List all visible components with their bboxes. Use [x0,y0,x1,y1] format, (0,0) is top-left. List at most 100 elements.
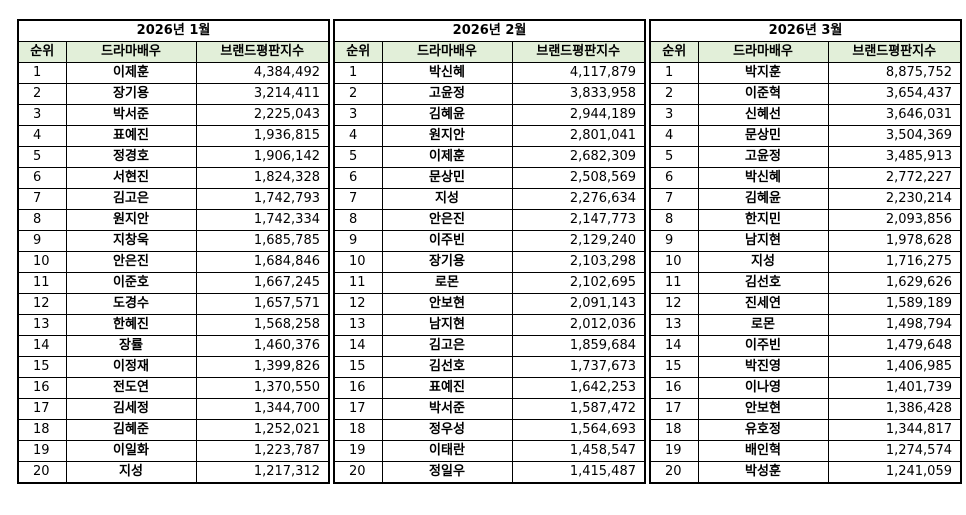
data-row: 2 이준혁 3,654,437 [649,83,962,105]
tables: 2026년 1월 순위 드라마배우 브랜드평판지수 1 이제훈 4,384,492 2 장기용 3… [17,19,962,484]
table-title: 2026년 3월 [649,19,962,42]
brand-score: 1,564,693 [511,419,646,441]
rank: 4 [649,125,699,147]
actor-name: 도경수 [65,293,197,315]
rank: 20 [333,461,383,484]
rank: 5 [649,146,699,168]
rank: 5 [17,146,67,168]
data-row: 15 박진영 1,406,985 [649,356,962,378]
rank: 15 [333,356,383,378]
actor-name: 이제훈 [65,62,197,84]
actor-name: 문상민 [697,125,829,147]
data-row: 16 표예진 1,642,253 [333,377,646,399]
data-row: 11 로몬 2,102,695 [333,272,646,294]
actor-name: 한지민 [697,209,829,231]
brand-score: 1,241,059 [827,461,962,484]
brand-score: 2,225,043 [195,104,330,126]
rank: 16 [649,377,699,399]
data-row: 1 박지훈 8,875,752 [649,62,962,84]
data-row: 2 고윤정 3,833,958 [333,83,646,105]
brand-score: 1,370,550 [195,377,330,399]
brand-score: 2,230,214 [827,188,962,210]
rank: 13 [17,314,67,336]
rank: 16 [333,377,383,399]
actor-name: 안보현 [381,293,513,315]
brand-score: 1,498,794 [827,314,962,336]
column-header: 드라마배우 [697,41,829,63]
brand-score: 1,344,817 [827,419,962,441]
header-row: 순위 드라마배우 브랜드평판지수 [333,41,646,63]
rank: 1 [333,62,383,84]
data-row: 14 이주빈 1,479,648 [649,335,962,357]
rank: 13 [649,314,699,336]
brand-score: 1,642,253 [511,377,646,399]
data-row: 6 서현진 1,824,328 [17,167,330,189]
title-row: 2026년 2월 [333,19,646,42]
actor-name: 박신혜 [697,167,829,189]
data-row: 6 박신혜 2,772,227 [649,167,962,189]
rank: 10 [333,251,383,273]
actor-name: 정일우 [381,461,513,484]
brand-score: 1,479,648 [827,335,962,357]
brand-score: 1,684,846 [195,251,330,273]
data-row: 5 이제훈 2,682,309 [333,146,646,168]
data-row: 12 진세연 1,589,189 [649,293,962,315]
brand-score: 3,646,031 [827,104,962,126]
data-row: 11 이준호 1,667,245 [17,272,330,294]
rank: 11 [333,272,383,294]
actor-name: 이주빈 [697,335,829,357]
title-row: 2026년 3월 [649,19,962,42]
actor-name: 박서준 [381,398,513,420]
brand-score: 2,091,143 [511,293,646,315]
brand-score: 8,875,752 [827,62,962,84]
data-row: 11 김선호 1,629,626 [649,272,962,294]
brand-score: 3,654,437 [827,83,962,105]
data-row: 3 김혜윤 2,944,189 [333,104,646,126]
data-row: 3 박서준 2,225,043 [17,104,330,126]
column-header: 드라마배우 [381,41,513,63]
rank: 12 [17,293,67,315]
brand-score: 2,012,036 [511,314,646,336]
actor-name: 김혜윤 [697,188,829,210]
actor-name: 서현진 [65,167,197,189]
brand-score: 4,384,492 [195,62,330,84]
brand-score: 1,657,571 [195,293,330,315]
brand-score: 3,485,913 [827,146,962,168]
data-row: 10 안은진 1,684,846 [17,251,330,273]
actor-name: 이준호 [65,272,197,294]
brand-score: 2,147,773 [511,209,646,231]
brand-score: 3,833,958 [511,83,646,105]
brand-score: 2,944,189 [511,104,646,126]
rank: 19 [649,440,699,462]
brand-score: 1,401,739 [827,377,962,399]
brand-score: 1,386,428 [827,398,962,420]
actor-name: 박서준 [65,104,197,126]
rank: 12 [333,293,383,315]
rank: 1 [17,62,67,84]
rank: 10 [17,251,67,273]
brand-score: 2,801,041 [511,125,646,147]
rank: 14 [649,335,699,357]
actor-name: 진세연 [697,293,829,315]
brand-score: 1,859,684 [511,335,646,357]
rank: 9 [17,230,67,252]
rank: 6 [649,167,699,189]
rank: 7 [333,188,383,210]
brand-score: 1,737,673 [511,356,646,378]
actor-name: 원지안 [381,125,513,147]
actor-name: 장기용 [381,251,513,273]
data-row: 2 장기용 3,214,411 [17,83,330,105]
column-header: 브랜드평판지수 [511,41,646,63]
data-row: 19 이태란 1,458,547 [333,440,646,462]
actor-name: 장기용 [65,83,197,105]
data-row: 10 장기용 2,103,298 [333,251,646,273]
actor-name: 이정재 [65,356,197,378]
data-row: 14 장률 1,460,376 [17,335,330,357]
rank: 3 [333,104,383,126]
actor-name: 신혜선 [697,104,829,126]
rank: 8 [333,209,383,231]
actor-name: 정경호 [65,146,197,168]
brand-score: 1,936,815 [195,125,330,147]
rank: 11 [17,272,67,294]
